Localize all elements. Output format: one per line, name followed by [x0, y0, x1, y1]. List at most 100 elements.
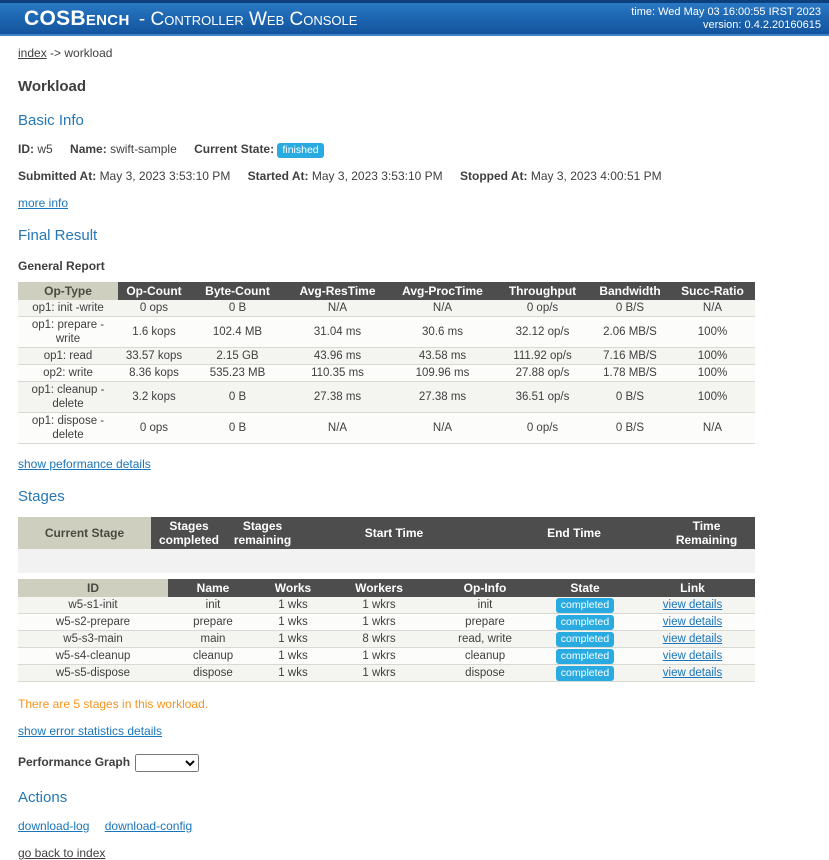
cell-throughput: 32.12 op/s [515, 326, 570, 338]
final-result-heading: Final Result [18, 227, 98, 244]
stage-name: prepare [193, 616, 233, 628]
col-avg-proctime: Avg-ProcTime [390, 282, 495, 300]
cell-throughput: 0 op/s [526, 422, 559, 434]
status-badge: completed [555, 649, 615, 664]
status-badge: completed [555, 615, 615, 630]
stage-name: init [205, 599, 221, 611]
cell-op-type: op1: prepare -write [31, 319, 105, 345]
download-log-link[interactable]: download-log [18, 819, 90, 833]
general-report-title: General Report [18, 259, 105, 273]
general-report-header-row: Op-Type Op-Count Byte-Count Avg-ResTime … [18, 282, 755, 300]
table-row: op1: init -write 0 ops 0 B N/A N/A 0 op/… [18, 300, 755, 317]
cell-byte-count: 0 B [228, 391, 247, 403]
started-at-label: Started At: [247, 169, 309, 183]
stage-id: w5-s3-main [63, 633, 123, 645]
show-performance-details-link[interactable]: show peformance details [18, 457, 151, 471]
submitted-at-label: Submitted At: [18, 169, 97, 183]
view-details-link[interactable]: view details [662, 616, 723, 628]
view-details-link[interactable]: view details [662, 667, 723, 679]
actions-links: download-log download-config [18, 819, 811, 833]
stage-link-cell: view details [630, 614, 755, 631]
cell-succ-ratio: 100% [697, 391, 728, 403]
cell-byte-count: 0 B [228, 422, 247, 434]
stage-works: 1 wks [278, 667, 308, 679]
stage-row: w5-s2-prepare prepare 1 wks 1 wkrs prepa… [18, 613, 755, 631]
col-current-stage: Current Stage [18, 517, 151, 549]
stage-name: dispose [193, 667, 233, 679]
cell-succ-ratio: N/A [702, 302, 723, 314]
cell-succ-ratio: N/A [702, 422, 723, 434]
stage-row: w5-s5-dispose dispose 1 wks 1 wkrs dispo… [18, 664, 755, 682]
stages-table: ID Name Works Workers Op-Info State Link… [18, 579, 755, 682]
cell-op-type: op1: dispose -delete [31, 415, 105, 441]
cell-succ-ratio: 100% [697, 326, 728, 338]
view-details-link[interactable]: view details [662, 599, 723, 611]
show-error-statistics-link[interactable]: show error statistics details [18, 724, 163, 738]
current-stage-empty-row [18, 549, 755, 573]
stage-workers: 1 wkrs [362, 599, 396, 611]
col-bandwidth: Bandwidth [590, 282, 670, 300]
stage-state: completed [540, 631, 630, 648]
cell-throughput: 27.88 op/s [515, 367, 570, 379]
stage-state: completed [540, 665, 630, 682]
stage-id: w5-s4-cleanup [55, 650, 131, 662]
stage-workers: 8 wkrs [362, 633, 396, 645]
cell-avg-restime: N/A [327, 302, 348, 314]
cell-byte-count: 535.23 MB [209, 367, 266, 379]
stopped-at-label: Stopped At: [459, 169, 528, 183]
cell-throughput: 0 op/s [526, 302, 559, 314]
cell-bandwidth: 7.16 MB/S [603, 350, 657, 362]
cell-op-type: op2: write [43, 367, 93, 379]
stage-link-cell: view details [630, 631, 755, 648]
stage-op-info: init [477, 599, 493, 611]
col-throughput: Throughput [495, 282, 590, 300]
current-stage-empty-cell [18, 549, 755, 573]
download-config-link[interactable]: download-config [104, 819, 193, 833]
header-version: version: 0.4.2.20160615 [702, 18, 821, 31]
cell-op-count: 33.57 kops [125, 350, 183, 362]
cell-avg-proctime: 43.58 ms [418, 350, 467, 362]
stage-name: main [200, 633, 226, 645]
page-title: Workload [18, 78, 87, 95]
cell-op-type: op1: cleanup -delete [31, 384, 105, 410]
cell-succ-ratio: 100% [697, 350, 728, 362]
name-value: swift-sample [110, 142, 177, 156]
cell-op-count: 1.6 kops [132, 326, 176, 338]
table-row: op1: prepare -write 1.6 kops 102.4 MB 31… [18, 316, 755, 348]
cell-avg-restime: 31.04 ms [313, 326, 362, 338]
performance-graph-select[interactable] [135, 754, 200, 772]
stage-link-cell: view details [630, 648, 755, 665]
cell-avg-restime: 110.35 ms [311, 367, 364, 379]
submitted-at-value: May 3, 2023 3:53:10 PM [99, 169, 231, 183]
actions-heading: Actions [18, 789, 68, 806]
cell-byte-count: 2.15 GB [216, 350, 259, 362]
performance-graph-label: Performance Graph [18, 755, 131, 769]
col-time-remaining: Time Remaining [658, 517, 755, 549]
col-works: Works [258, 579, 328, 597]
breadcrumb-index-link[interactable]: index [18, 46, 47, 60]
view-details-link[interactable]: view details [662, 650, 723, 662]
stage-works: 1 wks [278, 616, 308, 628]
col-stages-remaining: Stages remaining [227, 517, 298, 549]
col-op-type: Op-Type [18, 282, 118, 300]
col-avg-restime: Avg-ResTime [285, 282, 390, 300]
col-workers: Workers [328, 579, 430, 597]
col-state: State [540, 579, 630, 597]
current-state-label: Current State: [194, 142, 275, 156]
cell-bandwidth: 1.78 MB/S [603, 367, 657, 379]
stages-header-row: ID Name Works Workers Op-Info State Link [18, 579, 755, 597]
cell-op-count: 0 ops [139, 302, 169, 314]
more-info-link[interactable]: more info [18, 196, 69, 210]
col-stages-completed: Stages completed [151, 517, 227, 549]
app-header: COSBench - Controller Web Console time: … [0, 0, 829, 36]
stage-name: cleanup [192, 650, 234, 662]
stage-works: 1 wks [278, 599, 308, 611]
status-badge: completed [555, 598, 615, 613]
go-back-to-index-link[interactable]: go back to index [18, 846, 106, 860]
stage-id: w5-s5-dispose [55, 667, 131, 679]
view-details-link[interactable]: view details [662, 633, 723, 645]
col-end-time: End Time [490, 517, 658, 549]
cell-byte-count: 102.4 MB [212, 326, 263, 338]
cell-avg-restime: 27.38 ms [313, 391, 362, 403]
cell-bandwidth: 0 B/S [615, 302, 645, 314]
